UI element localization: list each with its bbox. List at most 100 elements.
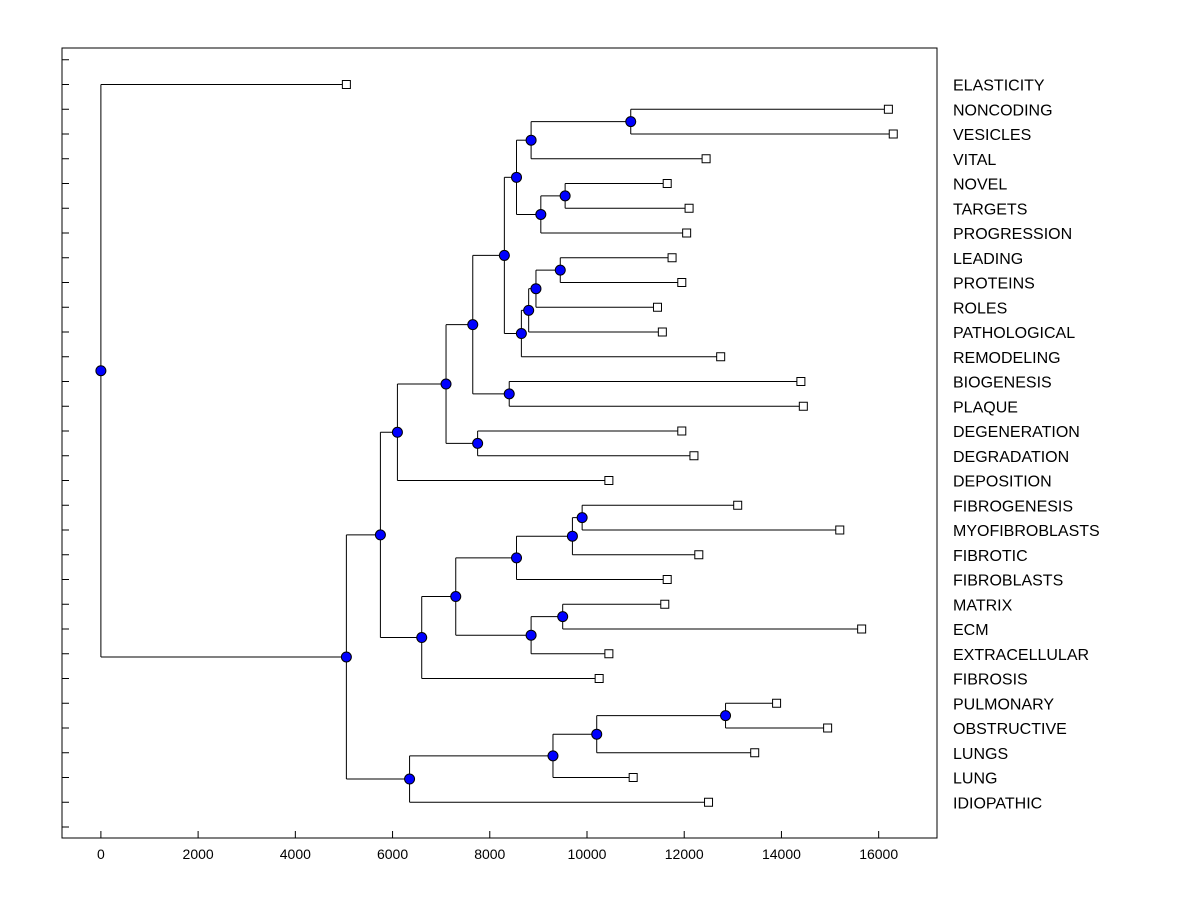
leaf-marker-lungs — [750, 748, 760, 758]
x-tick-label: 8000 — [474, 846, 505, 862]
x-tick-label: 6000 — [377, 846, 408, 862]
leaf-label-progression: PROGRESSION — [953, 226, 1072, 243]
x-tick-label: 16000 — [859, 846, 898, 862]
merge-node-c15 — [391, 426, 403, 438]
merge-node-c6 — [554, 264, 566, 276]
merge-node-c5 — [511, 171, 523, 183]
leaf-marker-progression — [682, 228, 692, 238]
leaf-marker-targets — [684, 203, 694, 213]
leaf-label-obstructive: OBSTRUCTIVE — [953, 721, 1067, 738]
leaf-label-idiopathic: IDIOPATHIC — [953, 795, 1042, 812]
merge-node-c28 — [340, 651, 352, 663]
leaf-marker-degeneration — [677, 426, 687, 436]
merge-node-c22 — [416, 632, 428, 644]
leaf-marker-elasticity — [341, 80, 351, 89]
leaf-marker-novel — [662, 179, 672, 188]
leaf-marker-matrix — [660, 599, 670, 609]
leaf-label-remodeling: REMODELING — [953, 350, 1061, 367]
x-tick-label: 14000 — [762, 846, 801, 862]
merge-nodes — [95, 116, 732, 785]
leaf-marker-pulmonary — [772, 698, 782, 708]
dendrogram-links — [100, 84, 894, 803]
leaf-label-vesicles: VESICLES — [953, 127, 1031, 144]
leaf-label-degradation: DEGRADATION — [953, 449, 1069, 466]
leaf-label-elasticity: ELASTICITY — [953, 78, 1045, 95]
leaf-marker-plaque — [798, 401, 808, 411]
leaf-label-novel: NOVEL — [953, 177, 1007, 194]
merge-node-c9 — [515, 328, 527, 340]
merge-node-c12 — [467, 319, 479, 331]
merge-node-c17 — [566, 530, 578, 542]
leaf-label-lungs: LUNGS — [953, 746, 1008, 763]
merge-node-c8 — [523, 304, 535, 316]
leaf-label-deposition: DEPOSITION — [953, 474, 1052, 491]
leaf-label-myofibroblasts: MYOFIBROBLASTS — [953, 523, 1100, 540]
merge-node-c1 — [625, 116, 637, 128]
leaf-label-biogenesis: BIOGENESIS — [953, 375, 1052, 392]
merge-node-c25 — [591, 728, 603, 740]
merge-node-c3 — [559, 190, 571, 202]
leaf-labels: ELASTICITY NONCODING VESICLES VITAL NOVEL TAR… — [953, 78, 1100, 813]
merge-node-c20 — [525, 629, 537, 641]
merge-node-c14 — [440, 378, 452, 390]
leaf-label-pathological: PATHOLOGICAL — [953, 325, 1075, 342]
leaf-label-vital: VITAL — [953, 152, 996, 169]
leaf-label-roles: ROLES — [953, 300, 1007, 317]
leaf-label-fibroblasts: FIBROBLASTS — [953, 573, 1063, 590]
x-tick-label: 10000 — [568, 846, 607, 862]
leaf-marker-deposition — [604, 476, 614, 485]
merge-node-c23 — [374, 529, 386, 541]
merge-node-c18 — [511, 552, 523, 564]
leaf-label-noncoding: NONCODING — [953, 102, 1053, 119]
merge-node-c29 — [95, 365, 107, 377]
leaf-marker-obstructive — [823, 723, 833, 733]
leaf-marker-fibrogenesis — [733, 500, 743, 510]
leaf-marker-idiopathic — [704, 797, 714, 807]
axis-ticks — [62, 59, 880, 838]
leaf-marker-remodeling — [716, 352, 726, 362]
merge-node-c2 — [525, 134, 537, 146]
leaf-label-targets: TARGETS — [953, 201, 1027, 218]
merge-node-c11 — [503, 388, 515, 400]
merge-node-c4 — [535, 208, 547, 220]
leaf-label-ecm: ECM — [953, 622, 989, 639]
leaf-marker-ecm — [857, 624, 867, 634]
leaf-marker-leading — [667, 253, 677, 263]
merge-node-c7 — [530, 283, 542, 295]
leaf-marker-pathological — [657, 327, 667, 337]
leaf-label-pulmonary: PULMONARY — [953, 696, 1054, 713]
leaf-marker-lung — [628, 773, 638, 782]
x-tick-label: 4000 — [280, 846, 311, 862]
leaf-marker-myofibroblasts — [835, 525, 845, 535]
leaf-marker-biogenesis — [796, 377, 806, 386]
merge-node-c24 — [720, 710, 732, 722]
leaf-label-fibrogenesis: FIBROGENESIS — [953, 498, 1073, 515]
leaf-label-leading: LEADING — [953, 251, 1023, 268]
merge-node-c21 — [450, 591, 462, 603]
leaf-label-fibrosis: FIBROSIS — [953, 672, 1028, 689]
leaf-label-lung: LUNG — [953, 771, 997, 788]
leaf-marker-fibroblasts — [662, 575, 672, 584]
leaf-label-extracellular: EXTRACELLULAR — [953, 647, 1089, 664]
leaf-marker-roles — [652, 302, 662, 312]
leaf-label-proteins: PROTEINS — [953, 276, 1035, 293]
merge-node-c13 — [472, 437, 484, 449]
leaf-marker-fibrotic — [694, 550, 704, 560]
leaf-label-plaque: PLAQUE — [953, 399, 1018, 416]
leaf-marker-vital — [701, 154, 711, 164]
merge-node-c27 — [404, 773, 416, 785]
merge-node-c26 — [547, 750, 559, 762]
merge-node-c10 — [498, 249, 510, 261]
leaf-label-fibrotic: FIBROTIC — [953, 548, 1028, 565]
x-tick-label: 2000 — [183, 846, 214, 862]
leaf-marker-proteins — [677, 278, 687, 287]
leaf-label-matrix: MATRIX — [953, 597, 1013, 614]
plot-frame — [61, 47, 938, 839]
x-tick-label: 0 — [97, 846, 105, 862]
leaf-marker-vesicles — [888, 129, 898, 139]
leaf-markers — [341, 80, 898, 807]
x-tick-labels: 0 2000 4000 6000 8000 10000 12000 14000 16000 — [97, 846, 898, 862]
merge-node-c16 — [576, 512, 588, 524]
